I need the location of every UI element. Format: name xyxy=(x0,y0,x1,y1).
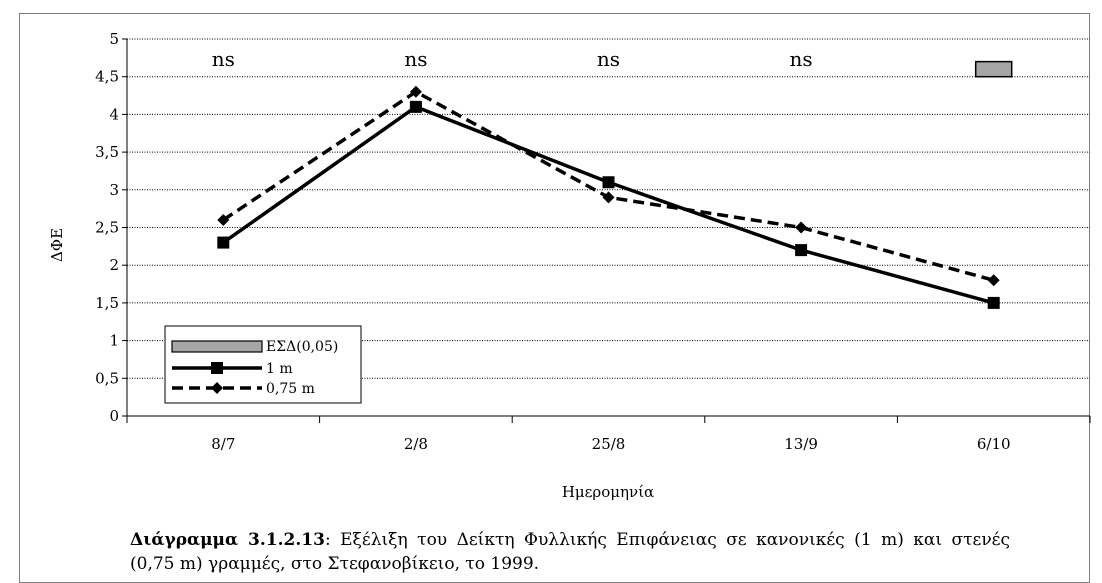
axes: 0 0,5 1 1,5 2 2,5 3 3,5 4 4,5 5 8/7 2/8 25/8 13/9 6/10 xyxy=(95,30,1091,453)
y-tick-label: 3,5 xyxy=(95,143,119,161)
legend-075m-marker xyxy=(211,382,223,394)
y-tick-label: 0,5 xyxy=(95,369,119,387)
data-point xyxy=(217,236,230,249)
data-point xyxy=(217,213,230,226)
legend-box xyxy=(164,325,362,404)
y-tick-label: 4,5 xyxy=(95,68,119,86)
significance-label: ns xyxy=(404,47,427,71)
data-point xyxy=(409,85,422,98)
data-point xyxy=(602,191,615,204)
significance-label: ns xyxy=(597,47,620,71)
data-point xyxy=(795,244,808,257)
caption-label: Διάγραμμα 3.1.2.13 xyxy=(130,530,325,550)
legend-lsd-swatch xyxy=(171,340,263,353)
x-tick-label: 13/9 xyxy=(784,435,818,453)
y-tick-label: 2,5 xyxy=(95,219,119,237)
data-point xyxy=(987,296,1000,309)
series-line xyxy=(222,104,995,305)
data-point xyxy=(795,221,808,234)
y-tick-label: 3 xyxy=(109,181,119,199)
y-tick-label: 5 xyxy=(109,30,119,48)
legend-1m-label: 1 m xyxy=(266,361,293,377)
annotations: ns ns ns ns xyxy=(212,47,1013,78)
y-axis-label: ΔΦΕ xyxy=(48,228,66,262)
data-point xyxy=(602,176,615,189)
legend-1m-marker xyxy=(211,362,223,374)
data-point xyxy=(987,274,1000,287)
legend: ΕΣΔ(0,05) 1 m 0,75 m xyxy=(164,325,362,404)
x-tick-label: 8/7 xyxy=(211,435,235,453)
x-tick-label: 25/8 xyxy=(592,435,626,453)
x-axis-label: Ημερομηνία xyxy=(562,483,654,501)
data-point xyxy=(409,100,422,113)
y-tick-label: 4 xyxy=(109,105,119,123)
y-tick-label: 1 xyxy=(109,332,119,350)
significance-label: ns xyxy=(790,47,813,71)
caption-text: : Εξέλιξη του Δείκτη Φυλλικής Επιφάνειας… xyxy=(130,530,1010,574)
legend-lsd-label: ΕΣΔ(0,05) xyxy=(266,339,338,355)
y-tick-label: 1,5 xyxy=(95,294,119,312)
legend-075m-label: 0,75 m xyxy=(266,381,315,397)
significance-label: ns xyxy=(212,47,235,71)
x-tick-label: 2/8 xyxy=(404,435,428,453)
x-tick-label: 6/10 xyxy=(977,435,1011,453)
y-tick-label: 2 xyxy=(109,256,119,274)
lsd-bar xyxy=(974,60,1013,78)
y-tick-label: 0 xyxy=(109,407,119,425)
figure-caption: Διάγραμμα 3.1.2.13: Εξέλιξη του Δείκτη Φ… xyxy=(130,528,1010,576)
series xyxy=(217,85,1000,309)
